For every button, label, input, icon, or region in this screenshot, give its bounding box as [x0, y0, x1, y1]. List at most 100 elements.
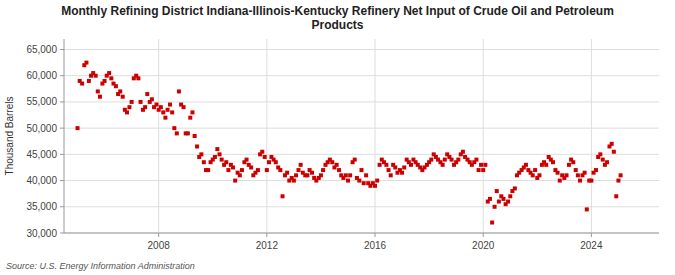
tick-label: 50,000: [26, 123, 57, 134]
point: [188, 116, 192, 120]
point: [571, 160, 575, 164]
point: [215, 147, 219, 151]
point: [513, 186, 517, 190]
point: [127, 105, 131, 109]
point: [139, 100, 143, 104]
point: [400, 171, 404, 175]
point: [103, 79, 107, 83]
point: [402, 165, 406, 169]
point: [319, 173, 323, 177]
point: [166, 108, 170, 112]
point: [558, 179, 562, 183]
title: Monthly Refining District Indiana-Illino…: [61, 4, 614, 18]
point: [292, 179, 296, 183]
point: [344, 173, 348, 177]
point: [249, 165, 253, 169]
point: [585, 207, 589, 211]
point: [172, 126, 176, 130]
point: [565, 173, 569, 177]
point: [233, 179, 237, 183]
grid: [64, 39, 659, 233]
point: [195, 144, 199, 148]
tick: [483, 233, 484, 237]
point: [94, 74, 98, 78]
annotation: Source: U.S. Energy Information Administ…: [6, 261, 195, 271]
tick: [60, 154, 64, 155]
point: [263, 155, 267, 159]
point: [159, 105, 163, 109]
point: [360, 168, 364, 172]
point: [274, 160, 278, 164]
tick: [60, 233, 64, 234]
grid-line: [158, 39, 159, 233]
point: [501, 197, 505, 201]
y-axis-line: [64, 39, 65, 233]
grid-line: [64, 49, 659, 50]
point: [177, 89, 181, 93]
point: [461, 150, 465, 154]
point: [231, 165, 235, 169]
point: [114, 84, 118, 88]
point: [497, 200, 501, 204]
point: [357, 179, 361, 183]
point: [109, 76, 113, 80]
point: [348, 173, 352, 177]
point: [429, 158, 433, 162]
point: [537, 173, 541, 177]
grid-line: [64, 233, 659, 234]
point: [175, 131, 179, 135]
point: [364, 173, 368, 177]
point: [576, 173, 580, 177]
point: [143, 105, 147, 109]
point: [267, 160, 271, 164]
tick: [60, 75, 64, 76]
point: [226, 168, 230, 172]
title: Products: [311, 18, 363, 32]
point: [87, 79, 91, 83]
tick-label: 2008: [148, 240, 171, 251]
point: [481, 168, 485, 172]
point: [353, 158, 357, 162]
grid-line: [375, 39, 376, 233]
x-axis-line: [64, 233, 659, 234]
tick: [158, 233, 159, 237]
point: [524, 163, 528, 167]
tick-label: 40,000: [26, 175, 57, 186]
point: [260, 150, 264, 154]
point: [544, 163, 548, 167]
point: [378, 163, 382, 167]
tick: [591, 233, 592, 237]
point: [278, 168, 282, 172]
point: [220, 158, 224, 162]
point: [337, 168, 341, 172]
point: [193, 134, 197, 138]
point: [384, 163, 388, 167]
point: [574, 168, 578, 172]
grid-line: [64, 101, 659, 102]
point: [84, 61, 88, 65]
point: [583, 171, 587, 175]
point: [98, 95, 102, 99]
point: [556, 171, 560, 175]
point: [265, 168, 269, 172]
grid-line: [591, 39, 592, 233]
grid-line: [266, 39, 267, 233]
grid-line: [64, 128, 659, 129]
point: [296, 168, 300, 172]
point: [245, 158, 249, 162]
point: [118, 89, 122, 93]
point: [393, 165, 397, 169]
point: [389, 173, 393, 177]
tick-label: 55,000: [26, 96, 57, 107]
point: [335, 163, 339, 167]
point: [594, 168, 598, 172]
point: [456, 158, 460, 162]
point: [601, 158, 605, 162]
point: [240, 168, 244, 172]
point: [589, 179, 593, 183]
point: [76, 126, 80, 130]
point: [578, 179, 582, 183]
point: [186, 131, 190, 135]
y-axis-label: Thousand Barrels: [4, 97, 15, 176]
point: [224, 160, 228, 164]
